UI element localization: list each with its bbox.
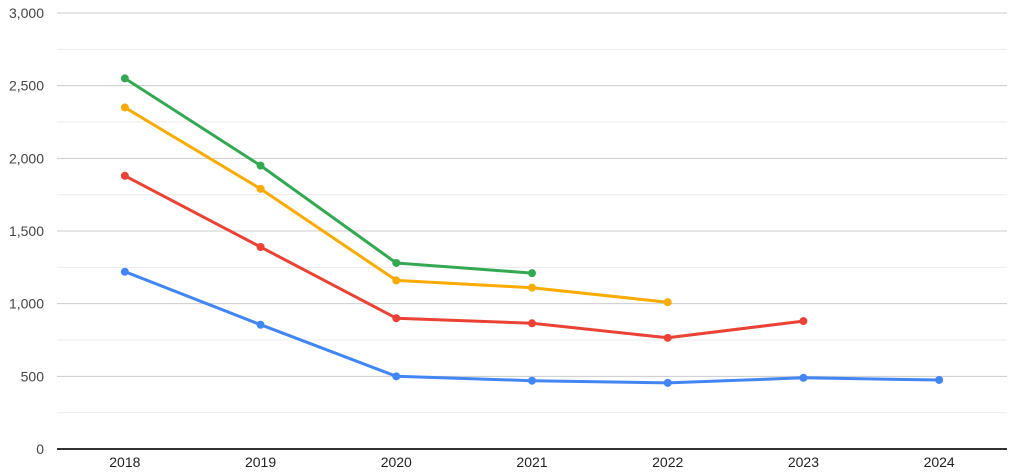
data-point-marker-orange[interactable] — [528, 283, 536, 292]
series-line-green — [123, 76, 534, 275]
series-line-red — [123, 174, 805, 340]
y-tick-label: 2,000 — [9, 150, 44, 166]
data-point-marker-blue[interactable] — [528, 376, 536, 385]
data-point-marker-red[interactable] — [528, 319, 536, 328]
data-point-marker-blue[interactable] — [256, 320, 265, 329]
data-point-marker-orange[interactable] — [392, 276, 401, 285]
data-point-marker-orange[interactable] — [120, 103, 129, 112]
x-tick-label: 2024 — [924, 454, 955, 470]
y-tick-label: 500 — [21, 368, 45, 384]
data-point-marker-green[interactable] — [120, 74, 129, 83]
y-tick-label: 1,500 — [9, 223, 44, 239]
x-tick-label: 2022 — [652, 454, 683, 470]
x-tick-label: 2018 — [109, 454, 140, 470]
y-tick-label: 3,000 — [9, 5, 44, 21]
data-point-marker-orange[interactable] — [663, 298, 672, 307]
series-line-orange — [123, 106, 670, 304]
data-point-marker-red[interactable] — [392, 314, 401, 323]
x-tick-label: 2021 — [516, 454, 547, 470]
data-point-marker-orange[interactable] — [256, 184, 265, 193]
x-tick-label: 2023 — [788, 454, 819, 470]
x-tick-label: 2019 — [245, 454, 276, 470]
data-point-marker-red[interactable] — [799, 317, 808, 326]
data-point-marker-blue[interactable] — [663, 378, 672, 387]
data-point-marker-green[interactable] — [256, 161, 265, 170]
y-tick-label: 0 — [36, 441, 44, 457]
data-point-marker-blue[interactable] — [120, 267, 129, 276]
data-point-marker-red[interactable] — [256, 242, 265, 251]
data-point-marker-blue[interactable] — [799, 373, 808, 382]
data-point-marker-red[interactable] — [663, 333, 672, 342]
y-tick-label: 2,500 — [9, 78, 44, 94]
data-point-marker-blue[interactable] — [935, 375, 944, 384]
data-point-marker-green[interactable] — [392, 258, 401, 267]
data-point-marker-red[interactable] — [120, 171, 129, 180]
x-tick-label: 2020 — [381, 454, 412, 470]
data-point-marker-green[interactable] — [528, 269, 536, 278]
data-point-marker-blue[interactable] — [392, 372, 401, 381]
y-tick-label: 1,000 — [9, 296, 44, 312]
